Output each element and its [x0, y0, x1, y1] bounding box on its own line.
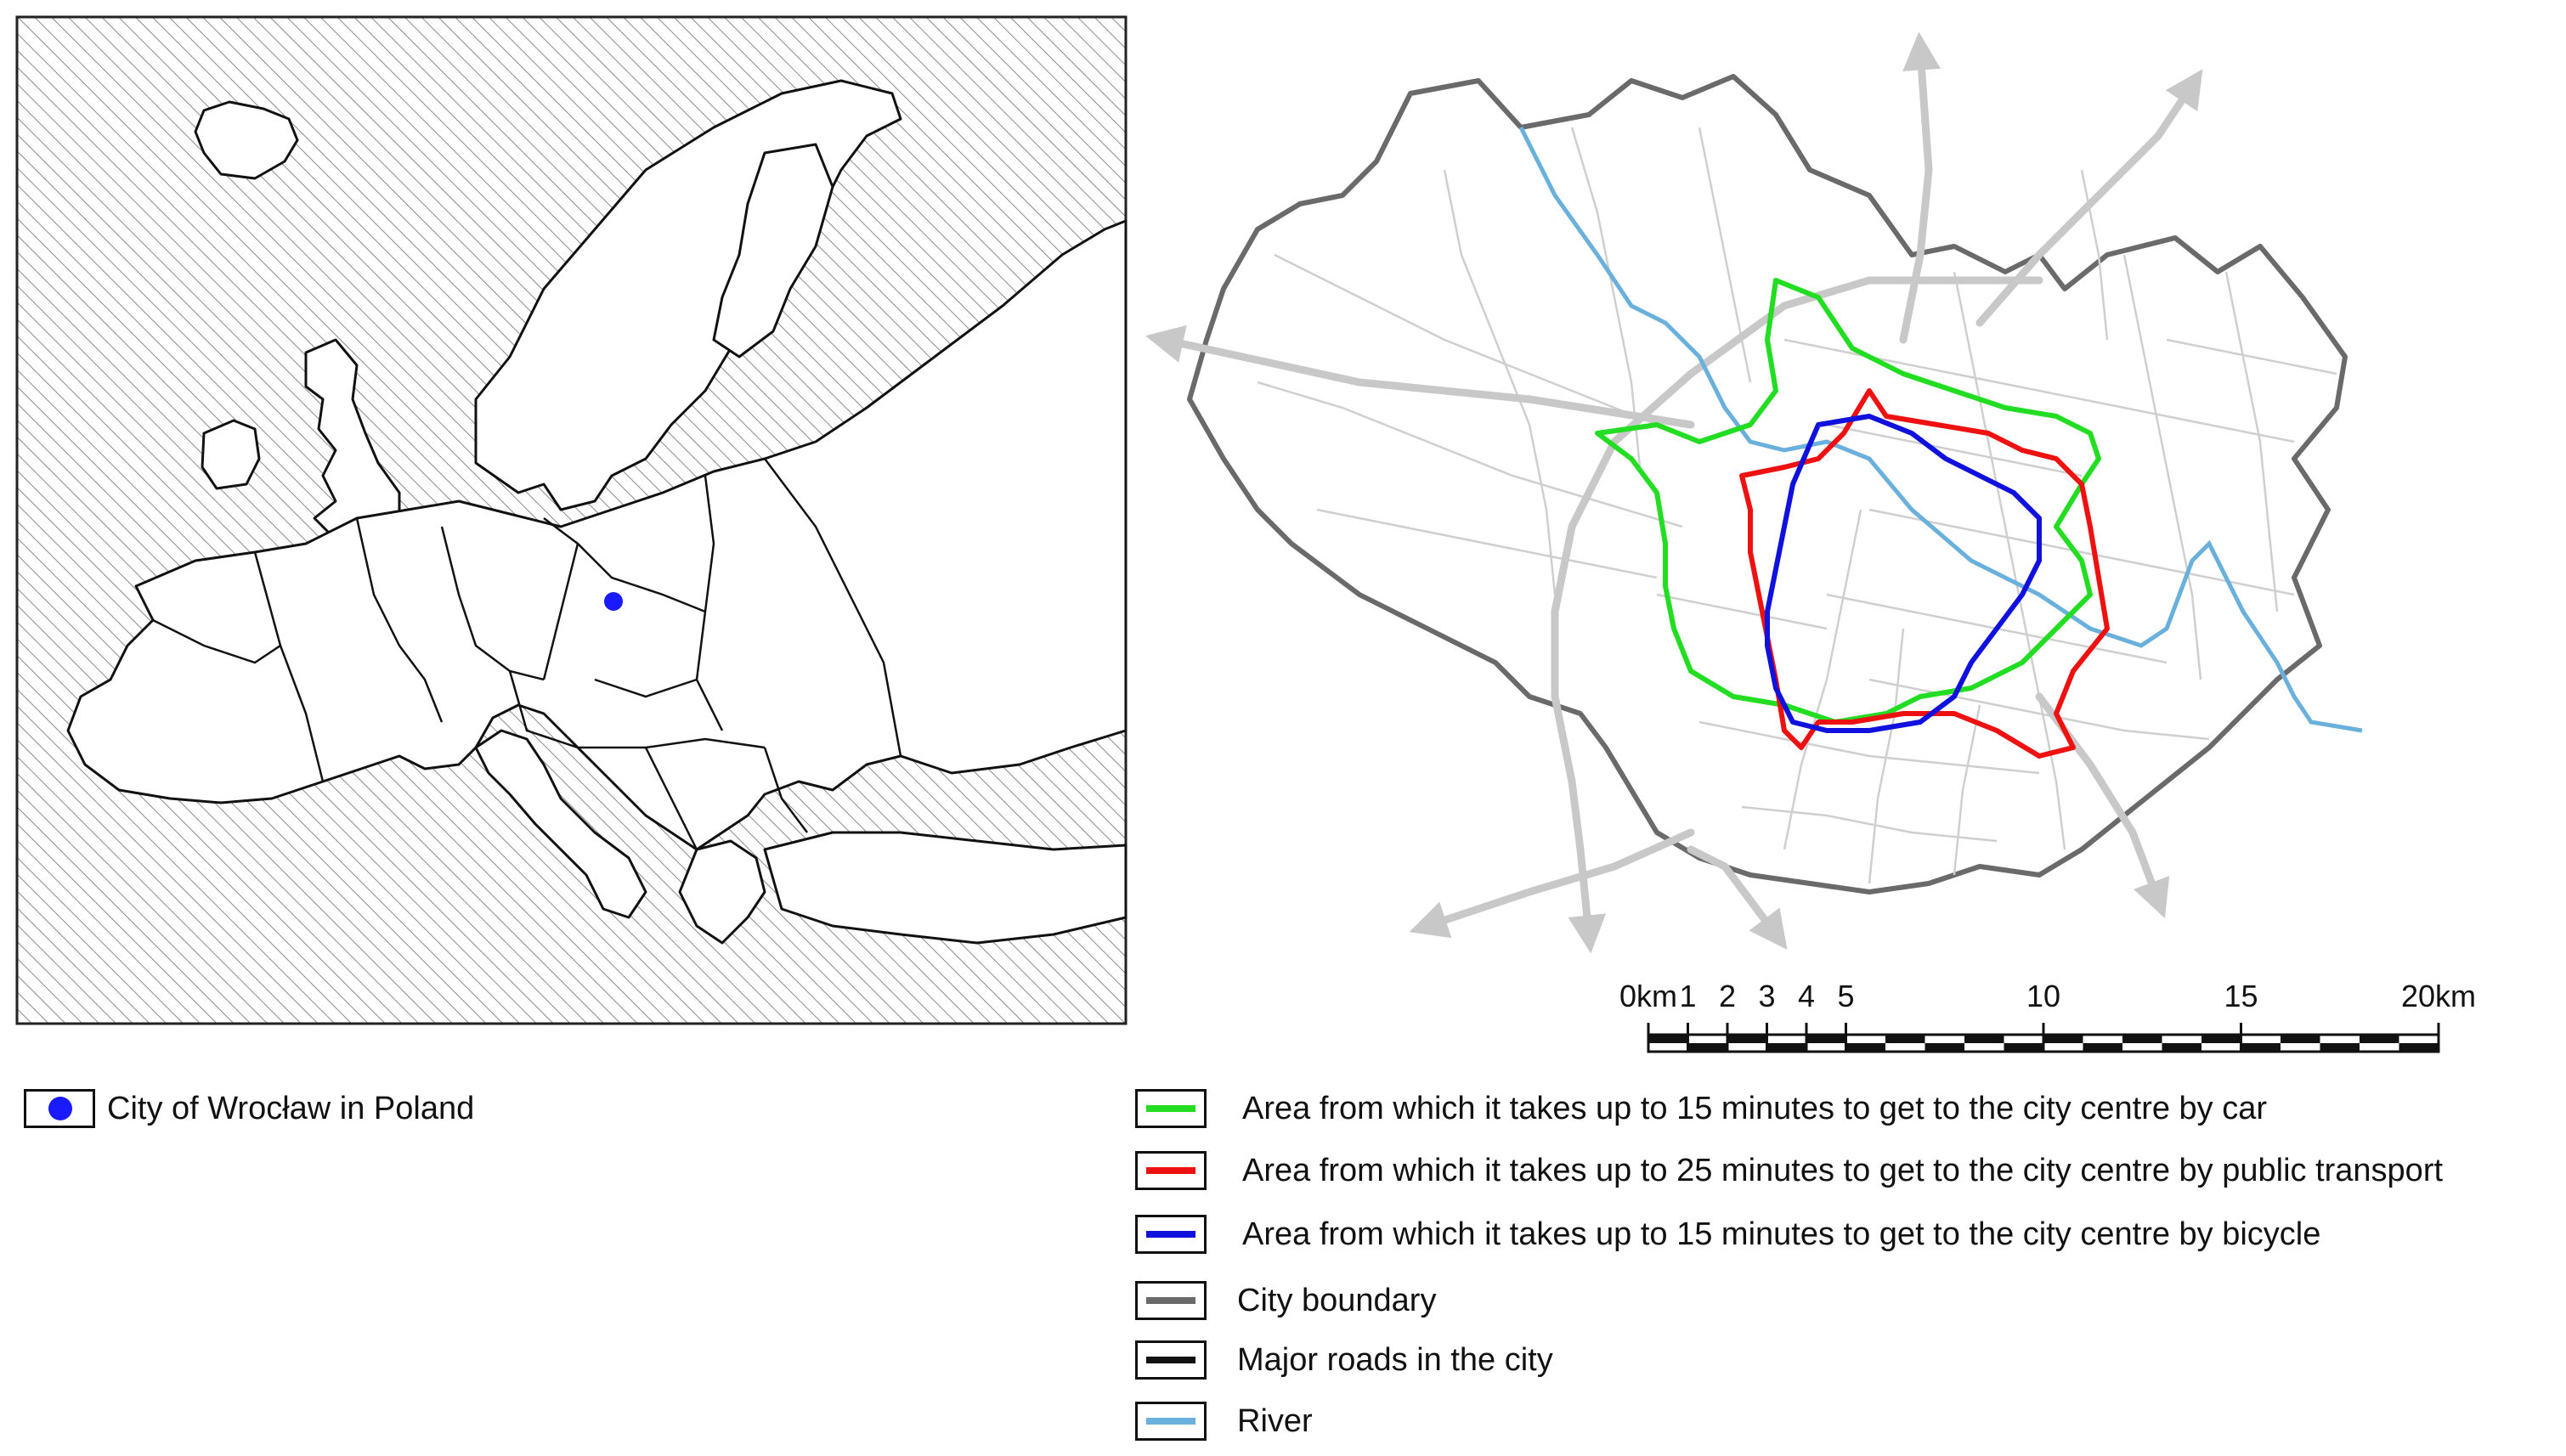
legend-label: Area from which it takes up to 15 minute… [1242, 1091, 2268, 1126]
scale-segment [1727, 1035, 1767, 1043]
scale-label: 4 [1797, 979, 1816, 1013]
scale-bar-segments [1647, 1023, 2440, 1052]
scale-segment [2281, 1035, 2320, 1043]
scale-segment [1648, 1035, 1688, 1043]
land-masses [66, 79, 1128, 945]
scale-segment [2043, 1035, 2083, 1043]
bicycle-15min-isochrone [1765, 414, 2042, 733]
road-south [1568, 777, 1607, 954]
scale-label: 3 [1758, 979, 1776, 1013]
blue-dot-icon [48, 1097, 72, 1120]
legend-line-swatch [1146, 1418, 1195, 1425]
legend-key-bicycle [1135, 1215, 1207, 1254]
europe-map [15, 15, 1128, 1025]
legend-key-car [1135, 1089, 1207, 1128]
legend-key-major-roads [1135, 1340, 1207, 1380]
scale-segment [1885, 1035, 1925, 1043]
country-borders [152, 458, 902, 850]
legend-label: River [1237, 1403, 1313, 1439]
scale-segment [2201, 1035, 2241, 1043]
scale-segment [2241, 1043, 2281, 1052]
scale-label: 0km [1619, 979, 1678, 1013]
car-15min-isochrone [1595, 278, 2101, 725]
scale-segment [1806, 1035, 1846, 1043]
public-transport-25min-isochrone [1739, 388, 2110, 759]
scale-label: 2 [1718, 979, 1737, 1013]
ireland-shape [201, 419, 261, 490]
scale-segment [2320, 1043, 2360, 1052]
wroclaw-accessibility-map [1145, 31, 2363, 954]
wroclaw-legend-key [24, 1089, 95, 1128]
legend-line-swatch [1146, 1105, 1195, 1112]
road-west [1145, 324, 1695, 429]
scale-segment [2122, 1035, 2162, 1043]
legend-key-river [1135, 1402, 1207, 1441]
river [1518, 126, 2363, 733]
legend-line-swatch [1146, 1297, 1195, 1304]
legend-label: City boundary [1237, 1283, 1437, 1318]
scale-segment [1766, 1043, 1806, 1052]
legend-line-swatch [1146, 1167, 1195, 1174]
scale-segment [1845, 1043, 1885, 1052]
wroclaw-location-dot [604, 592, 623, 611]
scale-segment [1964, 1035, 2004, 1043]
road-north [1899, 31, 1941, 344]
scale-label: 15 [2224, 979, 2258, 1013]
continental-europe-shape [66, 219, 1128, 851]
scale-label: 5 [1837, 979, 1855, 1013]
scale-segment [2360, 1035, 2399, 1043]
scale-label: 1 [1679, 979, 1697, 1013]
road-northeast [1975, 69, 2203, 327]
legend-key-public-transport [1135, 1151, 1207, 1190]
scale-bar [1647, 1023, 2440, 1053]
legend-label: Area from which it takes up to 15 minute… [1242, 1216, 2321, 1252]
scale-segment [1687, 1043, 1727, 1052]
city-boundary [1187, 74, 2348, 894]
scale-segment [2083, 1043, 2122, 1052]
scale-segment [1924, 1043, 1964, 1052]
turkey-shape [763, 831, 1128, 945]
legend-key-city-boundary [1135, 1281, 1207, 1320]
road-south-2 [1687, 845, 1788, 950]
scale-segment [2004, 1043, 2043, 1052]
scale-label: 20km [2400, 979, 2477, 1013]
ring-road-north [1687, 276, 2043, 378]
iceland-shape [194, 100, 299, 180]
scale-label: 10 [2026, 979, 2061, 1013]
legend-line-swatch [1146, 1357, 1195, 1363]
legend-line-swatch [1146, 1231, 1195, 1238]
road-southwest [1409, 828, 1695, 939]
legend-label: Area from which it takes up to 25 minute… [1242, 1153, 2444, 1188]
finland-shape [712, 143, 834, 358]
scale-segment [2399, 1043, 2439, 1052]
greece-shape [678, 839, 766, 945]
scale-segment [2162, 1043, 2201, 1052]
wroclaw-legend-label: City of Wrocław in Poland [107, 1091, 475, 1126]
legend-label: Major roads in the city [1237, 1342, 1553, 1378]
italy-shape [474, 729, 647, 919]
